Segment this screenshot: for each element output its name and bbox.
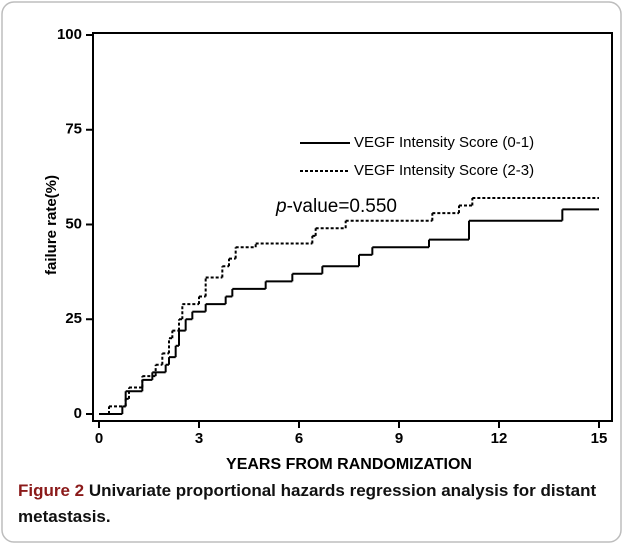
- annotation-text: -value=0.550: [287, 196, 397, 217]
- x-axis-label: YEARS FROM RANDOMIZATION: [226, 456, 472, 473]
- y-tick-label: 25: [65, 310, 82, 327]
- y-axis-label: failure rate(%): [43, 175, 60, 275]
- x-tick-label: 15: [591, 430, 608, 447]
- y-tick-label: 75: [65, 121, 82, 138]
- legend-label: VEGF Intensity Score (2-3): [354, 162, 534, 179]
- legend-label: VEGF Intensity Score (0-1): [354, 134, 534, 151]
- x-tick-label: 12: [491, 430, 508, 447]
- y-tick-label: 50: [65, 215, 82, 232]
- caption: Figure 2 Univariate proportional hazards…: [18, 478, 598, 530]
- x-tick-label: 9: [395, 430, 403, 447]
- y-tick-label: 100: [57, 26, 82, 43]
- annotation: p-value=0.550: [275, 196, 397, 217]
- series: [99, 196, 599, 415]
- series: [99, 208, 599, 415]
- caption-text: Univariate proportional hazards regressi…: [18, 481, 597, 526]
- caption-label: Figure 2: [18, 481, 85, 500]
- x-tick-label: 3: [195, 430, 203, 447]
- plot-frame: [92, 32, 613, 422]
- y-tick-label: 0: [74, 405, 82, 422]
- x-tick-label: 0: [95, 430, 103, 447]
- annotation-italic: p: [275, 196, 287, 217]
- x-tick-label: 6: [295, 430, 303, 447]
